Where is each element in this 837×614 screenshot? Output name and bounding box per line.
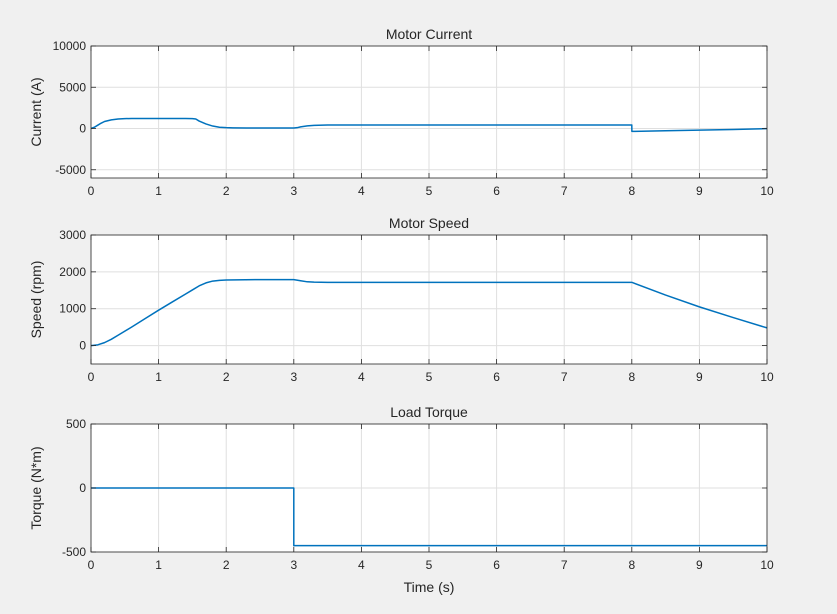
x-tick-label: 6: [493, 370, 500, 384]
x-tick-label: 1: [155, 558, 162, 572]
y-tick-label: 2000: [59, 265, 86, 279]
x-tick-label: 8: [628, 370, 635, 384]
y-tick-label: 5000: [59, 80, 86, 94]
x-tick-label: 4: [358, 558, 365, 572]
x-tick-label: 5: [426, 184, 433, 198]
x-tick-label: 0: [88, 558, 95, 572]
x-tick-label: 10: [760, 558, 774, 572]
x-tick-label: 9: [696, 370, 703, 384]
series-line: [90, 117, 768, 133]
x-axis-label: Time (s): [404, 579, 455, 595]
x-tick-label: 2: [223, 184, 230, 198]
series-line: [91, 487, 767, 547]
x-tick-label: 0: [88, 184, 95, 198]
x-tick-label: 6: [493, 558, 500, 572]
x-tick-label: 1: [155, 184, 162, 198]
y-tick-label: 0: [79, 339, 86, 353]
x-tick-label: 9: [696, 184, 703, 198]
y-tick-label: -5000: [55, 163, 86, 177]
x-tick-label: 9: [696, 558, 703, 572]
x-tick-label: 7: [561, 370, 568, 384]
x-tick-label: 7: [561, 184, 568, 198]
x-tick-label: 4: [358, 184, 365, 198]
y-tick-label: 500: [66, 417, 86, 431]
y-tick-label: 10000: [53, 39, 87, 53]
y-axis-label: Speed (rpm): [28, 261, 44, 339]
y-axis-label: Torque (N*m): [28, 446, 44, 529]
y-tick-label: 3000: [59, 228, 86, 242]
x-tick-label: 10: [760, 370, 774, 384]
x-tick-label: 5: [426, 558, 433, 572]
y-tick-label: 1000: [59, 302, 86, 316]
x-tick-label: 8: [628, 558, 635, 572]
x-tick-label: 3: [290, 184, 297, 198]
x-tick-label: 8: [628, 184, 635, 198]
plot-title: Motor Speed: [389, 215, 469, 231]
x-tick-label: 3: [290, 558, 297, 572]
x-tick-label: 2: [223, 558, 230, 572]
plot-title: Motor Current: [386, 26, 472, 42]
y-tick-label: 0: [79, 122, 86, 136]
subplot-2: 0 1 2 3 4 5 6 7 8 9 10 0 1000 2000 3000 Motor Speed Spee…: [28, 215, 774, 384]
x-tick-label: 2: [223, 370, 230, 384]
y-tick-label: 0: [79, 481, 86, 495]
series-line: [90, 278, 768, 347]
x-tick-label: 6: [493, 184, 500, 198]
y-axis-label: Current (A): [28, 77, 44, 146]
plot-title: Load Torque: [390, 404, 468, 420]
x-tick-label: 3: [290, 370, 297, 384]
x-tick-label: 1: [155, 370, 162, 384]
x-tick-label: 0: [88, 370, 95, 384]
x-tick-label: 4: [358, 370, 365, 384]
y-tick-label: -500: [62, 545, 86, 559]
x-tick-label: 7: [561, 558, 568, 572]
x-tick-label: 10: [760, 184, 774, 198]
x-tick-label: 5: [426, 370, 433, 384]
